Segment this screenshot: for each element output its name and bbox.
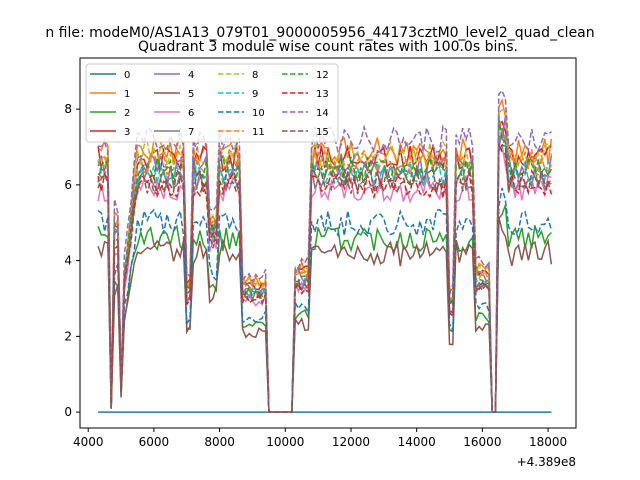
series-line-11 <box>97 113 553 413</box>
x-offset-text: +4.389e8 <box>517 455 576 469</box>
legend-label-11: 11 <box>252 127 265 138</box>
y-tick-label: 0 <box>64 405 72 419</box>
series-layer <box>97 89 553 413</box>
y-axis: 0 2 4 6 8 <box>64 102 80 419</box>
legend-label-3: 3 <box>124 127 130 138</box>
legend-label-12: 12 <box>316 70 329 81</box>
legend-box <box>85 63 339 143</box>
series-line-10 <box>97 187 553 413</box>
legend-label-2: 2 <box>124 108 130 119</box>
legend-label-7: 7 <box>188 127 194 138</box>
legend-label-8: 8 <box>252 70 258 81</box>
legend-label-13: 13 <box>316 89 329 100</box>
y-tick-label: 4 <box>64 254 72 268</box>
figure-suptitle: n file: modeM0/AS1A13_079T01_9000005956_… <box>45 25 594 41</box>
y-tick-label: 6 <box>64 178 72 192</box>
legend-label-6: 6 <box>188 108 194 119</box>
legend-label-15: 15 <box>316 127 329 138</box>
series-line-5 <box>97 217 553 413</box>
legend-label-0: 0 <box>124 70 130 81</box>
legend-label-10: 10 <box>252 108 265 119</box>
x-tick-label: 18000 <box>529 435 567 449</box>
series-line-15 <box>97 143 553 413</box>
legend-label-5: 5 <box>188 89 194 100</box>
x-tick-label: 16000 <box>463 435 501 449</box>
chart-title: Quadrant 3 module wise count rates with … <box>138 39 518 55</box>
y-tick-label: 2 <box>64 329 72 343</box>
legend-label-1: 1 <box>124 89 130 100</box>
legend-label-9: 9 <box>252 89 258 100</box>
x-tick-label: 6000 <box>139 435 170 449</box>
x-tick-label: 12000 <box>332 435 370 449</box>
x-tick-label: 10000 <box>266 435 304 449</box>
x-tick-label: 8000 <box>204 435 235 449</box>
legend-label-14: 14 <box>316 108 329 119</box>
series-line-14 <box>98 89 552 413</box>
x-tick-label: 14000 <box>398 435 436 449</box>
x-axis: 4000 6000 8000 10000 12000 14000 16000 18000 <box>73 428 567 449</box>
y-tick-label: 8 <box>64 102 72 116</box>
legend-label-4: 4 <box>188 70 194 81</box>
x-tick-label: 4000 <box>73 435 104 449</box>
plot-frame <box>79 57 577 429</box>
